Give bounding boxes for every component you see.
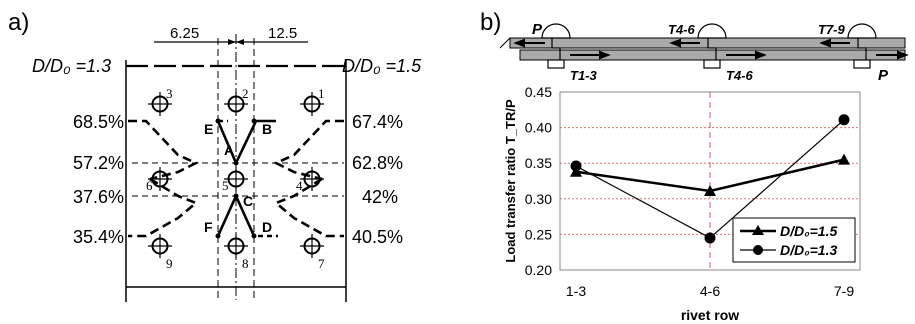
dimension-left: 6.25: [170, 25, 199, 42]
x-tick-label-7-9: 7-9: [834, 283, 854, 299]
point-f: F: [204, 219, 213, 235]
hole-number-3: 3: [166, 86, 173, 101]
point-c: C: [243, 193, 253, 209]
rivet-hole-3: [148, 92, 172, 116]
dimension-annotations: [154, 39, 308, 45]
hole-number-9: 9: [166, 256, 173, 271]
label-t13: T1-3: [570, 68, 598, 83]
hole-number-7: 7: [318, 256, 325, 271]
hole-number-6: 6: [146, 178, 153, 193]
panel-a-label: a): [8, 9, 29, 36]
force-p-right: P: [878, 67, 889, 84]
dimension-right: 12.5: [268, 25, 297, 42]
left-ratio-label: D/D₀ =1.3: [32, 56, 111, 76]
y-tick-labels: 0.20 0.25 0.30 0.35 0.40 0.45: [525, 84, 552, 278]
left-percent-2: 57.2%: [73, 153, 124, 173]
label-t46-bottom: T4-6: [726, 68, 754, 83]
point-b: B: [262, 121, 272, 137]
hole-number-4: 4: [296, 178, 303, 193]
hole-number-1: 1: [318, 86, 325, 101]
series-2-point-7-9: [838, 114, 850, 126]
x-tick-labels: 1-3 4-6 7-9: [566, 283, 854, 299]
point-d: D: [262, 219, 272, 235]
panel-a: a) D/D₀ =1.3 D/D₀ =1.5 6.25 12.5: [8, 9, 422, 302]
x-tick-label-1-3: 1-3: [566, 283, 586, 299]
series-1-point-4-6: [704, 184, 716, 196]
left-percent-4: 35.4%: [73, 227, 124, 247]
hole-number-8: 8: [242, 256, 249, 271]
right-percent-4: 40.5%: [352, 227, 403, 247]
y-tick-label-0: 0.20: [525, 262, 552, 278]
right-ratio-label: D/D₀ =1.5: [342, 56, 422, 76]
y-tick-label-5: 0.45: [525, 84, 552, 100]
lap-joint-schematic: [499, 23, 909, 69]
rivet-hole-7: [300, 234, 324, 258]
x-tick-label-4-6: 4-6: [700, 283, 720, 299]
y-tick-label-3: 0.35: [525, 155, 552, 171]
plot-frame: [559, 91, 861, 271]
right-percent-1: 67.4%: [352, 112, 403, 132]
y-tick-label-1: 0.25: [525, 226, 552, 242]
right-percent-3: 42%: [362, 187, 398, 207]
panel-b: b): [480, 9, 909, 323]
legend-marker-circle: [753, 245, 763, 255]
hole-number-5: 5: [222, 178, 229, 193]
y-tick-label-2: 0.30: [525, 191, 552, 207]
series-layer: [570, 114, 850, 244]
label-t79: T7-9: [818, 22, 846, 37]
fracture-points: [215, 118, 257, 239]
series-2-point-1-3: [570, 160, 582, 172]
chart-legend: D/D₀=1.5 D/D₀=1.3: [732, 217, 856, 263]
point-a: A: [224, 142, 234, 158]
panel-b-label: b): [480, 9, 501, 36]
rivet-hole-1: [300, 92, 324, 116]
load-transfer-chart: 0.20 0.25 0.30 0.35 0.40 0.45 1-3 4-6 7-9 Load …: [503, 84, 861, 323]
hole-number-2: 2: [242, 86, 249, 101]
rivet-hole-9: [148, 234, 172, 258]
legend-label-series-2: D/D₀=1.3: [780, 242, 837, 258]
legend-marker-triangle: [752, 225, 764, 235]
plate-outline: [125, 60, 347, 302]
y-tick-label-4: 0.40: [525, 120, 552, 136]
rivet-hole-5: [224, 167, 248, 191]
left-percent-1: 68.5%: [73, 112, 124, 132]
series-2-point-4-6: [704, 232, 716, 244]
y-axis-label: Load transfer ratio T_TR/P: [503, 99, 518, 263]
x-axis-label: rivet row: [681, 307, 739, 323]
legend-label-series-1: D/D₀=1.5: [780, 223, 837, 239]
rivet-hole-8: [224, 234, 248, 258]
rivet-holes: [148, 92, 324, 258]
right-percent-2: 62.8%: [352, 153, 403, 173]
series-1-point-7-9: [838, 153, 850, 165]
rivet-hole-2: [224, 92, 248, 116]
label-t46-top: T4-6: [668, 22, 696, 37]
left-percent-3: 37.6%: [73, 187, 124, 207]
legend-box: [732, 217, 856, 263]
point-e: E: [204, 121, 213, 137]
force-p-left: P: [532, 21, 543, 38]
